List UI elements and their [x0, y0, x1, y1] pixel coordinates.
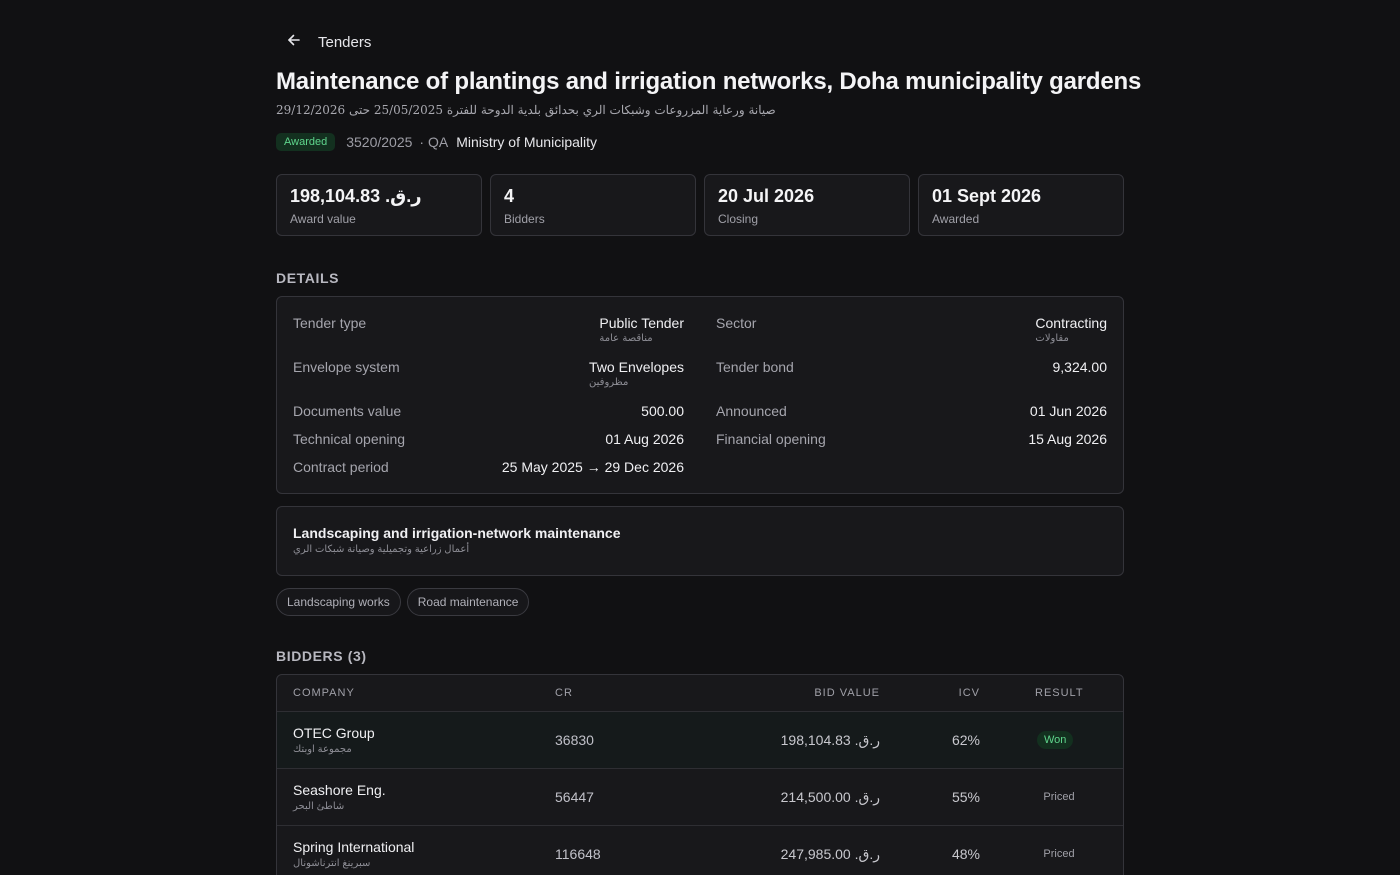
category-card: Landscaping and irrigation-network maint… [276, 506, 1124, 576]
buyer-name: Ministry of Municipality [456, 134, 598, 150]
stat-value: 01 Sept 2026 [932, 186, 1042, 206]
table-row[interactable]: OTEC Group مجموعة اوبتك 36830 ر.ق. 198,1… [277, 712, 1123, 769]
column-header-bid-value[interactable]: BID VALUE [814, 687, 880, 699]
result-text: Priced [1043, 848, 1075, 860]
detail-value-arabic: مناقصة عامة [599, 333, 653, 344]
arrow-left-icon [286, 32, 302, 53]
detail-envelope-system: Envelope system Two Envelopes مظروفين [293, 359, 684, 388]
stat-bidders: 4 Bidders [490, 174, 696, 236]
page-title: Maintenance of plantings and irrigation … [276, 68, 1142, 95]
detail-value: 15 Aug 2026 [1028, 431, 1107, 447]
stat-closing: 20 Jul 2026 Closing [704, 174, 910, 236]
details-card: Tender type Public Tender مناقصة عامة Se… [276, 296, 1124, 494]
detail-documents-value: Documents value 500.00 [293, 403, 684, 419]
detail-value: Two Envelopes [589, 359, 684, 375]
detail-label: Financial opening [716, 431, 826, 447]
stat-label: Bidders [504, 212, 545, 226]
table-header: COMPANY CR BID VALUE ICV RESULT [277, 675, 1123, 712]
company-name-arabic: سبرينغ انترناشونال [293, 858, 371, 869]
company-name: OTEC Group [293, 725, 375, 741]
bid-value: ر.ق. 214,500.00 [780, 789, 880, 805]
detail-value: 9,324.00 [1052, 359, 1108, 375]
status-badge: Awarded [276, 133, 336, 151]
detail-value: 25 May 2025 → 29 Dec 2026 [501, 459, 684, 475]
detail-label: Envelope system [293, 359, 400, 375]
category-title-arabic: أعمال زراعية وتجميلية وصيانة شبكات الري [293, 544, 470, 555]
detail-value: 01 Jun 2026 [1029, 403, 1107, 419]
detail-label: Documents value [293, 403, 402, 419]
company-cr: 56447 [555, 789, 594, 805]
detail-technical-opening: Technical opening 01 Aug 2026 [293, 431, 684, 447]
icv-percent: 48% [951, 846, 980, 862]
detail-value: Public Tender [599, 315, 684, 331]
stat-label: Award value [290, 212, 356, 226]
detail-value: 01 Aug 2026 [605, 431, 684, 447]
bidders-table: COMPANY CR BID VALUE ICV RESULT OTEC Gro… [276, 674, 1124, 875]
company-name-arabic: مجموعة اوبتك [293, 744, 352, 755]
stat-value: ر.ق. 198,104.83 [290, 186, 422, 206]
detail-label: Contract period [293, 459, 389, 475]
tender-reference: 3520/2025 [346, 134, 413, 150]
bid-value: ر.ق. 198,104.83 [780, 732, 880, 748]
category-title: Landscaping and irrigation-network maint… [293, 525, 621, 541]
detail-label: Announced [716, 403, 787, 419]
company-name: Seashore Eng. [293, 782, 386, 798]
stat-label: Closing [718, 212, 759, 226]
company-cr: 116648 [555, 846, 601, 862]
tag-list: Landscaping works Road maintenance [276, 588, 530, 616]
stat-value: 4 [504, 186, 515, 206]
stat-value: 20 Jul 2026 [718, 186, 815, 206]
details-section-title: DETAILS [276, 270, 340, 286]
stat-label: Awarded [932, 212, 980, 226]
stats-row: ر.ق. 198,104.83 Award value 4 Bidders 20… [276, 174, 1124, 236]
tender-meta: Awarded 3520/2025 · QA Ministry of Munic… [276, 131, 597, 153]
icv-percent: 55% [951, 789, 980, 805]
detail-announced: Announced 01 Jun 2026 [716, 403, 1107, 419]
detail-label: Technical opening [293, 431, 406, 447]
detail-value-arabic: مقاولات [1035, 333, 1069, 344]
detail-financial-opening: Financial opening 15 Aug 2026 [716, 431, 1107, 447]
detail-value-arabic: مظروفين [589, 377, 629, 388]
table-row[interactable]: Spring International سبرينغ انترناشونال … [277, 826, 1123, 875]
back-link[interactable]: Tenders [286, 30, 371, 54]
detail-value: 500.00 [641, 403, 684, 419]
back-link-label[interactable]: Tenders [318, 33, 372, 51]
result-text: Priced [1043, 791, 1075, 803]
detail-value: Contracting [1035, 315, 1107, 331]
bid-value: ر.ق. 247,985.00 [780, 846, 880, 862]
table-row[interactable]: Seashore Eng. شاطئ البحر 56447 ر.ق. 214,… [277, 769, 1123, 826]
detail-sector: Sector Contracting مقاولات [716, 315, 1107, 344]
tag-chip[interactable]: Landscaping works [276, 588, 401, 616]
company-cr: 36830 [555, 732, 594, 748]
icv-percent: 62% [951, 732, 980, 748]
tender-country: · QA [419, 134, 449, 150]
column-header-result[interactable]: RESULT [1035, 687, 1084, 699]
detail-tender-bond: Tender bond 9,324.00 [716, 359, 1107, 375]
stat-award-value: ر.ق. 198,104.83 Award value [276, 174, 482, 236]
detail-contract-period: Contract period 25 May 2025 → 29 Dec 202… [293, 459, 684, 475]
detail-label: Sector [716, 315, 757, 331]
detail-tender-type: Tender type Public Tender مناقصة عامة [293, 315, 684, 344]
company-name: Spring International [293, 839, 415, 855]
stat-awarded: 01 Sept 2026 Awarded [918, 174, 1124, 236]
detail-label: Tender type [293, 315, 367, 331]
column-header-cr[interactable]: CR [555, 687, 573, 699]
detail-label: Tender bond [716, 359, 794, 375]
column-header-company[interactable]: COMPANY [293, 687, 355, 699]
column-header-icv[interactable]: ICV [958, 687, 980, 699]
bidders-section-title: BIDDERS (3) [276, 648, 367, 664]
company-name-arabic: شاطئ البحر [293, 801, 345, 812]
result-badge: Won [1037, 731, 1074, 749]
page-subtitle-arabic: صيانة ورعاية المزروعات وشبكات الري بحدائ… [276, 103, 776, 117]
tag-chip[interactable]: Road maintenance [406, 588, 530, 616]
